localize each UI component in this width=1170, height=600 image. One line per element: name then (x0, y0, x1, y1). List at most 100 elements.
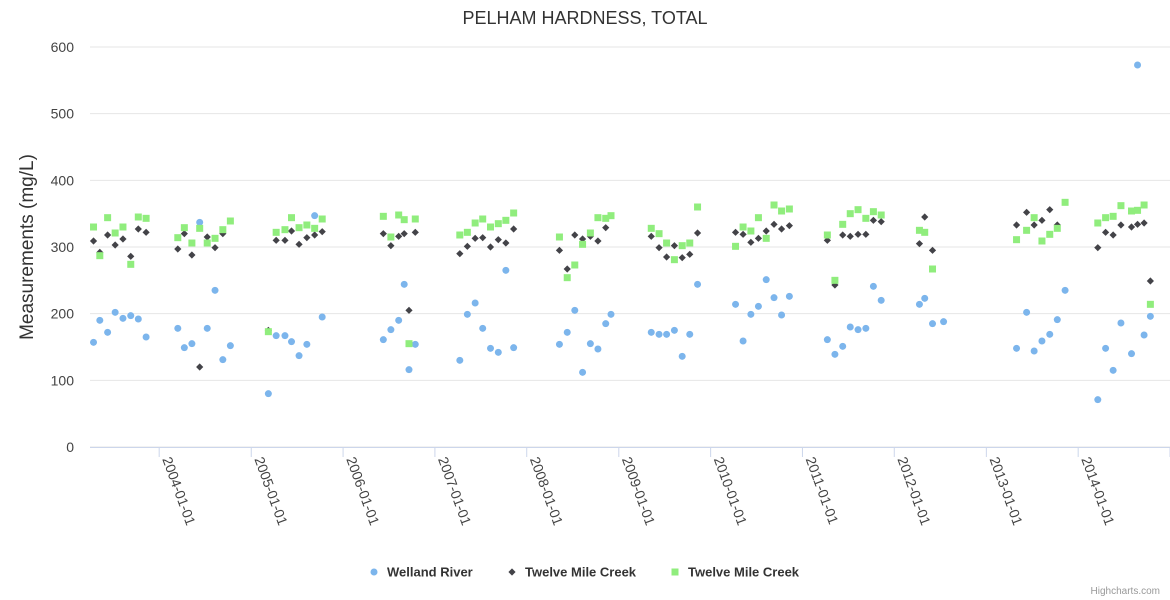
data-point[interactable] (921, 213, 929, 221)
data-point[interactable] (494, 220, 502, 228)
data-point[interactable] (142, 214, 150, 222)
data-point[interactable] (119, 314, 127, 322)
data-point[interactable] (693, 229, 702, 237)
data-point[interactable] (96, 252, 104, 260)
data-point[interactable] (188, 340, 196, 348)
data-point[interactable] (839, 220, 847, 228)
data-point[interactable] (571, 231, 579, 239)
data-point[interactable] (90, 338, 98, 346)
data-point[interactable] (1038, 216, 1046, 224)
data-point[interactable] (219, 356, 227, 364)
data-point[interactable] (90, 223, 98, 231)
data-point[interactable] (594, 237, 602, 245)
data-point[interactable] (463, 228, 471, 236)
data-point[interactable] (862, 324, 870, 332)
data-point[interactable] (463, 310, 471, 318)
data-point[interactable] (1102, 344, 1110, 352)
data-point[interactable] (111, 229, 119, 237)
data-point[interactable] (226, 217, 234, 225)
data-point[interactable] (586, 229, 594, 237)
data-point[interactable] (1030, 214, 1038, 222)
data-point[interactable] (915, 226, 923, 234)
data-point[interactable] (119, 223, 127, 231)
data-point[interactable] (655, 230, 663, 238)
data-point[interactable] (142, 333, 150, 341)
data-point[interactable] (196, 224, 204, 232)
data-point[interactable] (203, 239, 211, 247)
data-point[interactable] (196, 218, 204, 226)
data-point[interactable] (127, 252, 135, 260)
data-point[interactable] (854, 230, 862, 238)
data-point[interactable] (579, 368, 587, 376)
data-point[interactable] (1102, 214, 1110, 222)
data-point[interactable] (104, 328, 112, 336)
data-point[interactable] (854, 326, 862, 334)
data-point[interactable] (678, 352, 686, 360)
data-point[interactable] (869, 216, 877, 224)
data-point[interactable] (395, 232, 403, 240)
data-point[interactable] (1023, 308, 1031, 316)
data-point[interactable] (670, 242, 679, 250)
data-point[interactable] (571, 261, 579, 269)
data-point[interactable] (670, 326, 678, 334)
data-point[interactable] (1046, 206, 1054, 214)
data-point[interactable] (563, 328, 571, 336)
data-point[interactable] (785, 292, 793, 300)
data-point[interactable] (111, 308, 119, 316)
data-point[interactable] (395, 211, 403, 219)
data-point[interactable] (1127, 223, 1136, 231)
data-point[interactable] (1101, 228, 1110, 236)
legend-marker[interactable] (370, 568, 378, 576)
data-point[interactable] (732, 242, 740, 250)
data-point[interactable] (1109, 212, 1117, 220)
data-point[interactable] (731, 228, 740, 236)
data-point[interactable] (1013, 344, 1021, 352)
data-point[interactable] (579, 240, 587, 248)
data-point[interactable] (846, 323, 854, 331)
data-point[interactable] (1053, 224, 1061, 232)
data-point[interactable] (785, 205, 793, 213)
data-point[interactable] (602, 214, 610, 222)
data-point[interactable] (405, 306, 413, 314)
data-point[interactable] (188, 239, 196, 247)
data-point[interactable] (196, 363, 204, 371)
data-point[interactable] (747, 238, 755, 246)
data-point[interactable] (288, 338, 296, 346)
data-point[interactable] (915, 300, 923, 308)
data-point[interactable] (647, 224, 655, 232)
data-point[interactable] (1023, 208, 1031, 216)
data-point[interactable] (586, 340, 594, 348)
legend-marker[interactable] (671, 568, 679, 576)
data-point[interactable] (471, 234, 479, 242)
data-point[interactable] (778, 207, 786, 215)
data-point[interactable] (287, 227, 296, 235)
data-point[interactable] (607, 310, 615, 318)
data-point[interactable] (127, 260, 135, 268)
data-point[interactable] (571, 306, 579, 314)
data-point[interactable] (823, 336, 831, 344)
data-point[interactable] (180, 224, 188, 232)
data-point[interactable] (400, 230, 408, 238)
data-point[interactable] (1012, 221, 1021, 229)
data-point[interactable] (678, 254, 686, 262)
data-point[interactable] (869, 282, 877, 290)
data-point[interactable] (877, 218, 885, 226)
data-point[interactable] (303, 234, 311, 242)
data-point[interactable] (839, 231, 847, 239)
data-point[interactable] (1117, 221, 1125, 229)
data-point[interactable] (111, 241, 119, 249)
data-point[interactable] (862, 230, 870, 238)
data-point[interactable] (405, 340, 413, 348)
data-point[interactable] (510, 344, 518, 352)
data-point[interactable] (823, 231, 831, 239)
data-point[interactable] (1013, 236, 1021, 244)
data-point[interactable] (272, 228, 280, 236)
data-point[interactable] (1146, 300, 1154, 308)
data-point[interactable] (134, 315, 142, 323)
data-point[interactable] (678, 242, 686, 250)
data-point[interactable] (686, 330, 694, 338)
data-point[interactable] (877, 296, 885, 304)
data-point[interactable] (915, 240, 924, 248)
data-point[interactable] (607, 212, 615, 220)
legend[interactable]: Welland River Twelve Mile Creek Twelve Mil… (370, 565, 800, 580)
